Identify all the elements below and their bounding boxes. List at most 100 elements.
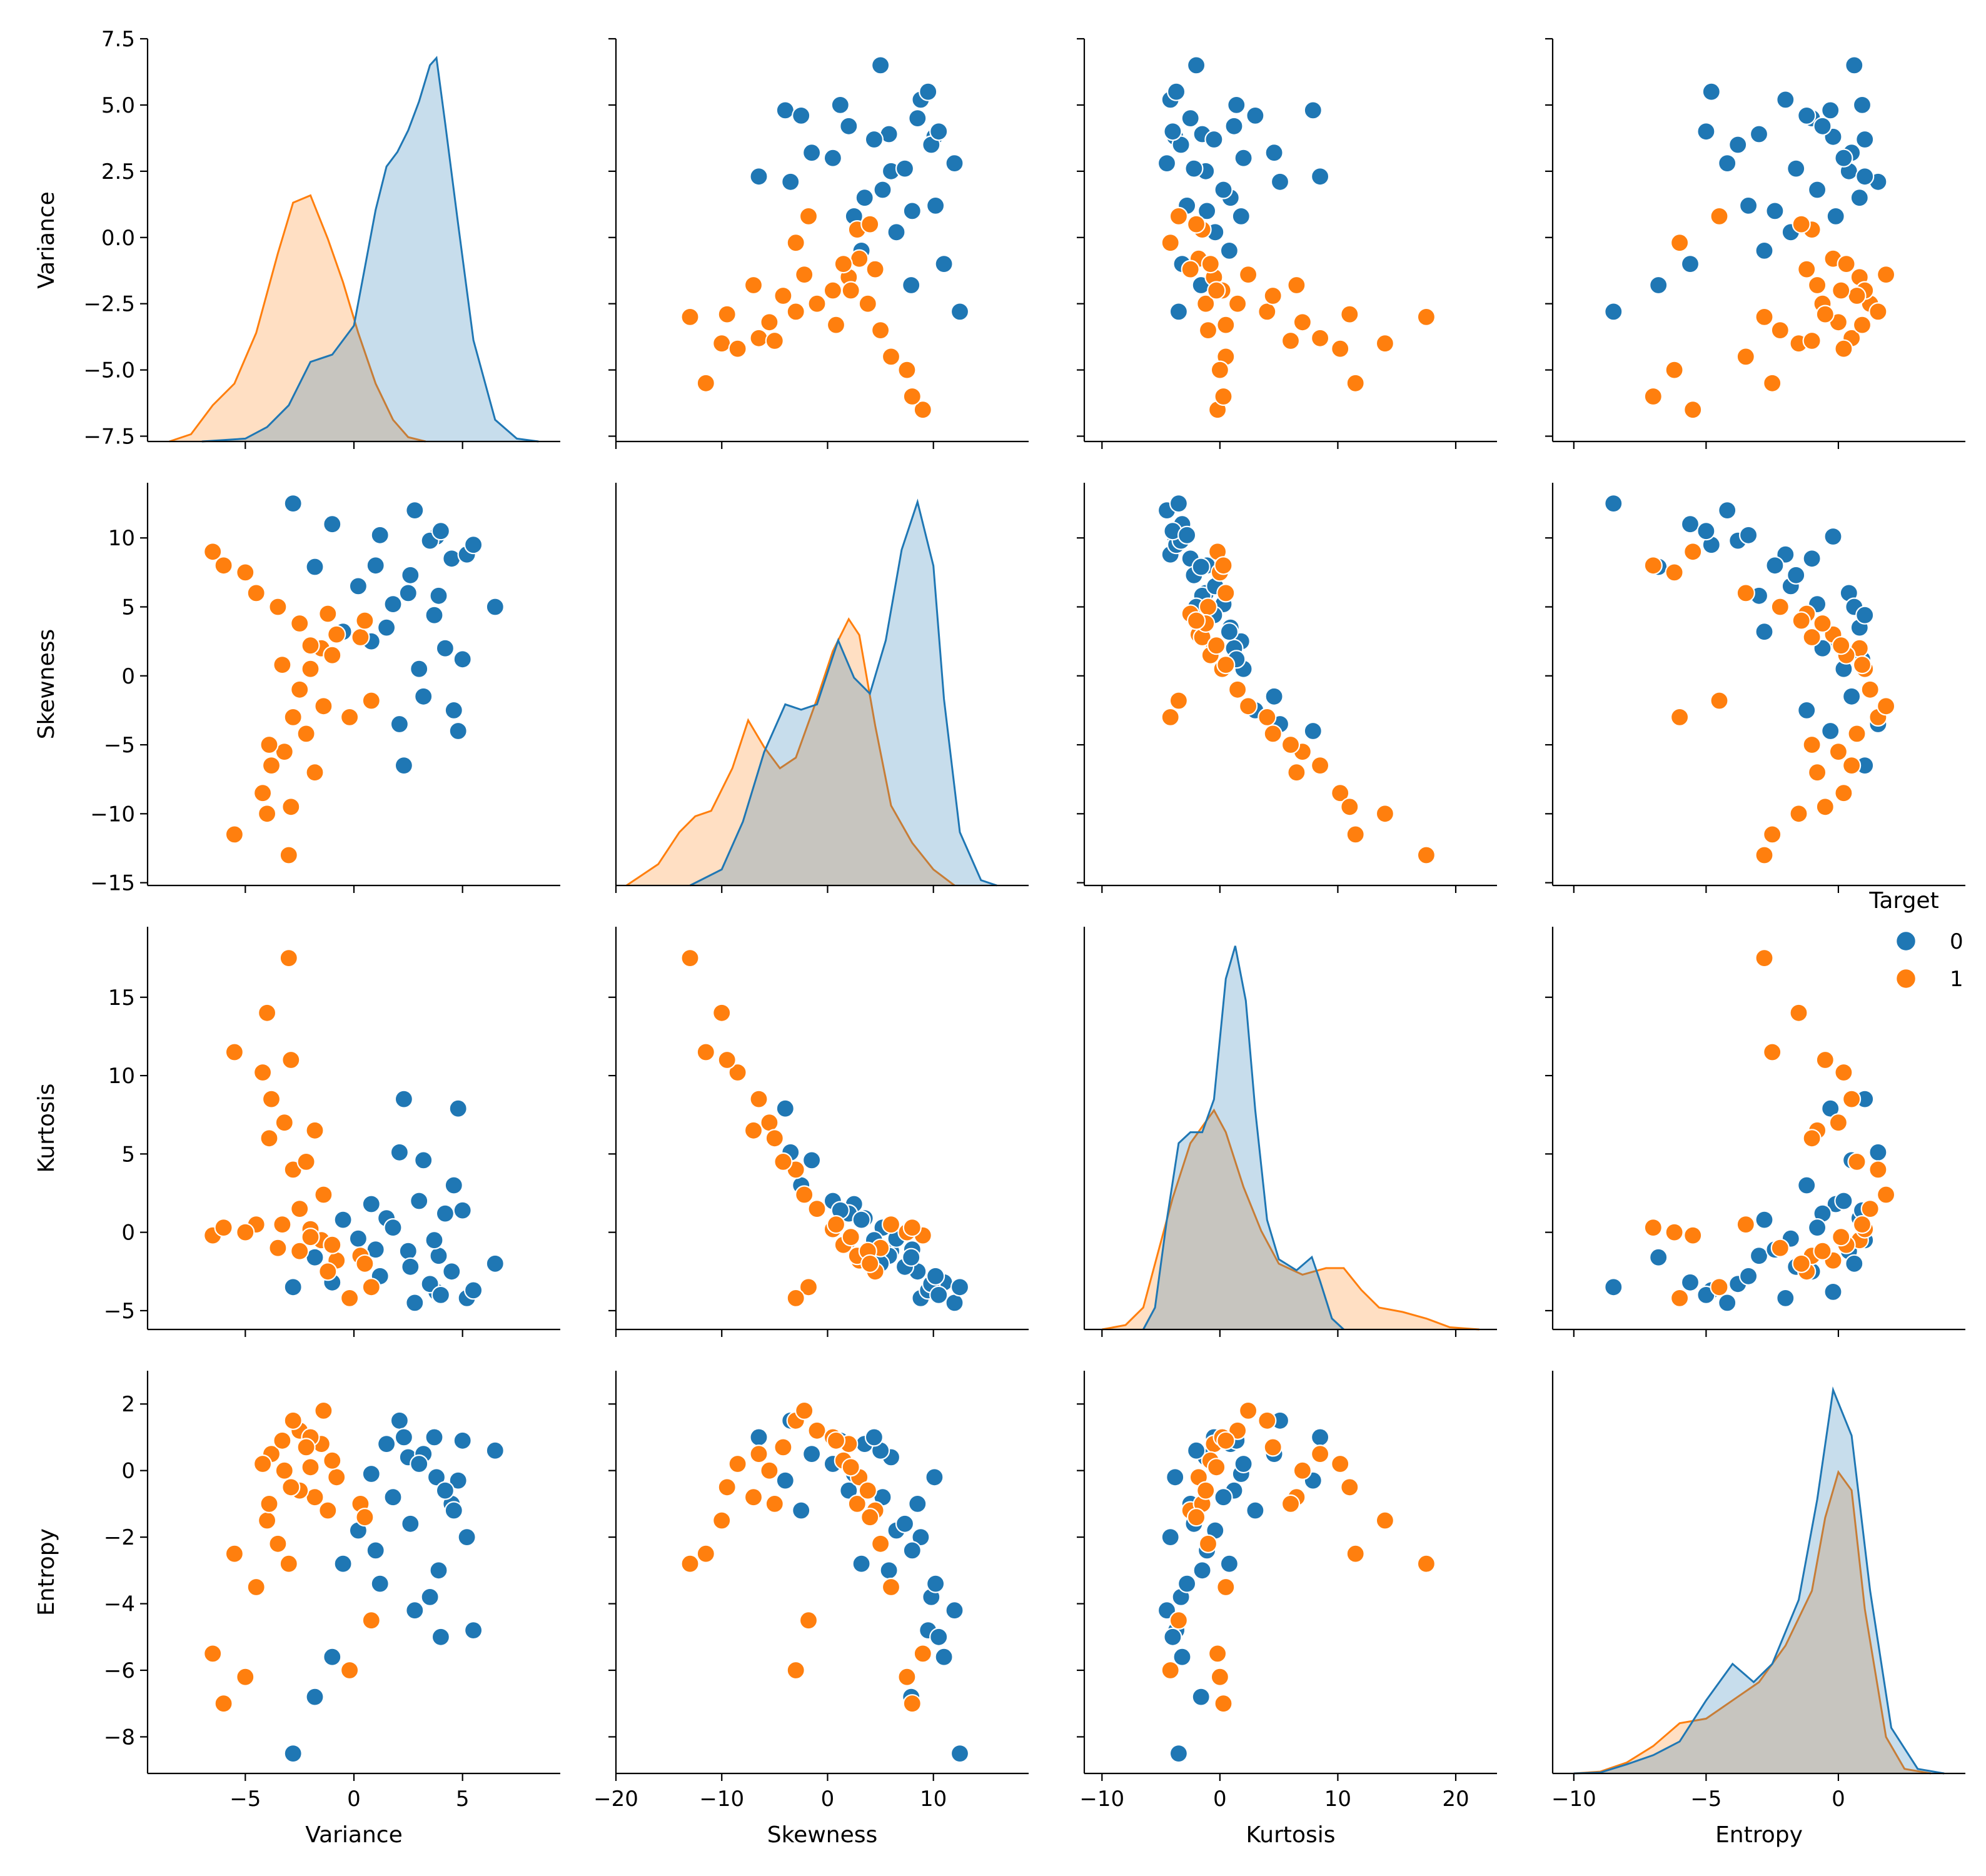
point-target-1-4: [1375, 334, 1394, 353]
point-target-0-12: [1765, 201, 1785, 221]
point-target-1-25: [1238, 265, 1258, 285]
point-target-0-22: [1219, 241, 1239, 260]
point-target-0-10: [405, 1601, 425, 1620]
point-target-0-7: [1868, 1142, 1888, 1162]
point-target-1-19: [340, 1660, 360, 1680]
x-tick-label: −10: [699, 1787, 744, 1812]
point-target-0-25: [1787, 565, 1806, 585]
point-target-1-21: [1834, 339, 1853, 358]
y-tick-label: −7.5: [83, 425, 135, 450]
point-target-1-28: [1281, 331, 1301, 351]
y-tick-label: 7.5: [101, 27, 135, 52]
point-target-0-0: [1181, 109, 1200, 128]
point-target-1-12: [1736, 347, 1755, 366]
point-target-0-27: [425, 1428, 444, 1447]
point-target-0-19: [431, 1285, 451, 1304]
point-target-1-16: [236, 1223, 255, 1242]
kde-fill-skewness-target-1: [626, 619, 955, 885]
point-target-1-28: [1281, 1494, 1301, 1513]
point-target-1-24: [214, 556, 233, 575]
point-target-0-21: [485, 597, 505, 617]
point-target-1-26: [281, 1050, 301, 1070]
point-target-0-22: [1219, 622, 1239, 642]
point-target-1-29: [841, 1228, 860, 1247]
point-target-1-20: [743, 1121, 764, 1140]
point-target-1-10: [786, 302, 805, 321]
point-target-1-6: [696, 1544, 715, 1563]
point-target-1-8: [1311, 1445, 1330, 1464]
point-target-1-2: [275, 1113, 294, 1132]
point-target-1-17: [1198, 320, 1218, 340]
point-target-1-26: [1815, 1050, 1835, 1070]
point-target-1-2: [760, 1113, 779, 1132]
point-target-1-10: [1258, 707, 1277, 727]
y-axis-label-variance: Variance: [34, 191, 59, 289]
point-target-1-25: [1877, 697, 1896, 716]
point-target-1-2: [1828, 1113, 1848, 1132]
point-target-1-21: [1331, 784, 1350, 803]
point-target-0-19: [929, 122, 949, 141]
point-target-0-8: [1826, 206, 1845, 226]
point-target-0-0: [442, 1262, 461, 1281]
point-target-1-26: [717, 1050, 737, 1070]
point-target-1-1: [807, 294, 827, 313]
x-tick-label: −10: [1079, 1787, 1124, 1812]
point-target-1-1: [290, 680, 310, 699]
point-target-0-24: [444, 1501, 463, 1520]
point-target-1-28: [765, 1494, 784, 1513]
point-target-1-2: [275, 742, 294, 762]
point-target-1-25: [1877, 265, 1896, 285]
point-target-0-20: [383, 1488, 403, 1507]
point-target-1-25: [314, 1401, 333, 1420]
point-target-0-6: [448, 1099, 468, 1118]
point-target-0-13: [1813, 116, 1832, 136]
x-tick-label: 0: [1832, 1787, 1845, 1812]
kde-fill-variance-target-1: [169, 195, 426, 441]
legend-marker-0: [1895, 930, 1917, 952]
point-target-1-23: [273, 1214, 292, 1234]
point-target-1-20: [1287, 763, 1306, 782]
point-target-1-19: [1161, 707, 1180, 727]
point-target-0-0: [1802, 549, 1822, 568]
point-target-1-24: [214, 1218, 233, 1238]
point-target-0-17: [1855, 167, 1875, 186]
x-tick-label: 10: [1324, 1787, 1351, 1812]
point-target-0-22: [1219, 1554, 1239, 1573]
point-target-0-28: [1649, 275, 1668, 295]
point-target-0-23: [1834, 148, 1853, 168]
point-target-1-26: [281, 797, 301, 817]
y-tick-label: 0: [121, 664, 135, 689]
point-target-1-8: [1311, 755, 1330, 775]
y-tick-label: 2: [121, 1392, 135, 1417]
point-target-0-6: [775, 101, 795, 120]
point-target-1-12: [1216, 1577, 1236, 1597]
point-target-0-16: [1604, 1278, 1623, 1297]
point-target-1-23: [826, 1214, 846, 1234]
point-target-1-24: [214, 1694, 233, 1713]
point-target-1-27: [1792, 611, 1811, 630]
point-target-0-27: [864, 129, 884, 149]
point-target-0-26: [925, 1574, 945, 1593]
point-target-0-25: [1184, 159, 1204, 178]
point-target-1-20: [1808, 275, 1827, 295]
point-target-1-12: [1736, 1214, 1755, 1234]
kde-line-skewness-target-0: [689, 498, 997, 887]
point-target-0-9: [429, 586, 448, 605]
point-target-0-5: [414, 1151, 433, 1170]
point-target-1-25: [1238, 697, 1258, 716]
kde-line-kurtosis-target-0: [1142, 946, 1344, 1331]
kde-fill-variance-target-0: [201, 58, 539, 441]
point-target-1-11: [913, 1644, 932, 1663]
point-target-1-8: [261, 755, 281, 775]
point-target-0-12: [366, 556, 385, 575]
point-target-0-4: [855, 188, 874, 208]
legend-marker-1: [1895, 967, 1917, 990]
point-target-1-8: [1311, 328, 1330, 348]
point-target-1-18: [1169, 206, 1189, 226]
point-target-1-27: [355, 611, 375, 630]
point-target-0-9: [1749, 1246, 1769, 1266]
point-target-0-20: [383, 1218, 403, 1238]
point-target-0-1: [925, 1468, 944, 1487]
point-target-1-13: [279, 948, 298, 968]
